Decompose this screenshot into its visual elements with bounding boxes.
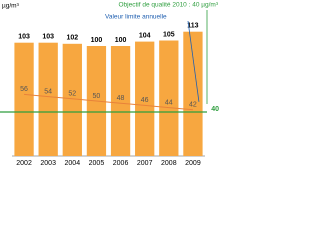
unit-label: µg/m³ [2, 3, 20, 10]
bar [159, 40, 179, 156]
x-tick-label: 2007 [137, 160, 153, 167]
chart: µg/m³ Objectif de qualité 2010 : 40 µg/m… [0, 2, 219, 167]
x-tick-label: 2009 [185, 160, 201, 167]
limit-value-label: 44 [165, 99, 173, 106]
bar [135, 41, 155, 156]
value-label: 103 [42, 34, 54, 41]
x-tick-label: 2003 [40, 160, 56, 167]
x-tick-label: 2002 [16, 160, 32, 167]
value-label: 113 [187, 23, 198, 30]
objective-value: 40 [211, 106, 219, 113]
limit-line [24, 93, 193, 111]
objective-label: Objectif de qualité 2010 : 40 µg/m³ [119, 2, 219, 9]
bar [14, 42, 34, 157]
limit-value-label: 54 [44, 88, 52, 95]
x-tick-label: 2006 [113, 160, 129, 167]
x-tick-label: 2005 [89, 160, 105, 167]
bar [38, 42, 58, 157]
bar [183, 31, 203, 157]
value-label: 104 [139, 32, 151, 39]
limit-value-label: 52 [68, 91, 76, 98]
limit-value-label: 46 [141, 97, 149, 104]
limit-value-label: 56 [20, 86, 28, 93]
bar [62, 43, 82, 156]
limit-arrow [187, 20, 200, 102]
x-tick-label: 2008 [161, 160, 177, 167]
limit-value-label: 50 [93, 93, 101, 100]
value-label: 100 [91, 37, 103, 44]
value-label: 105 [163, 31, 175, 38]
value-label: 100 [115, 37, 127, 44]
value-label: 102 [66, 35, 78, 42]
bar [110, 46, 131, 156]
x-tick-label: 2004 [65, 160, 81, 167]
limit-value-label: 48 [117, 95, 125, 102]
limit-value-label: 42 [189, 102, 197, 109]
limit-label: Valeur limite annuelle [105, 14, 167, 21]
value-label: 103 [18, 34, 30, 41]
